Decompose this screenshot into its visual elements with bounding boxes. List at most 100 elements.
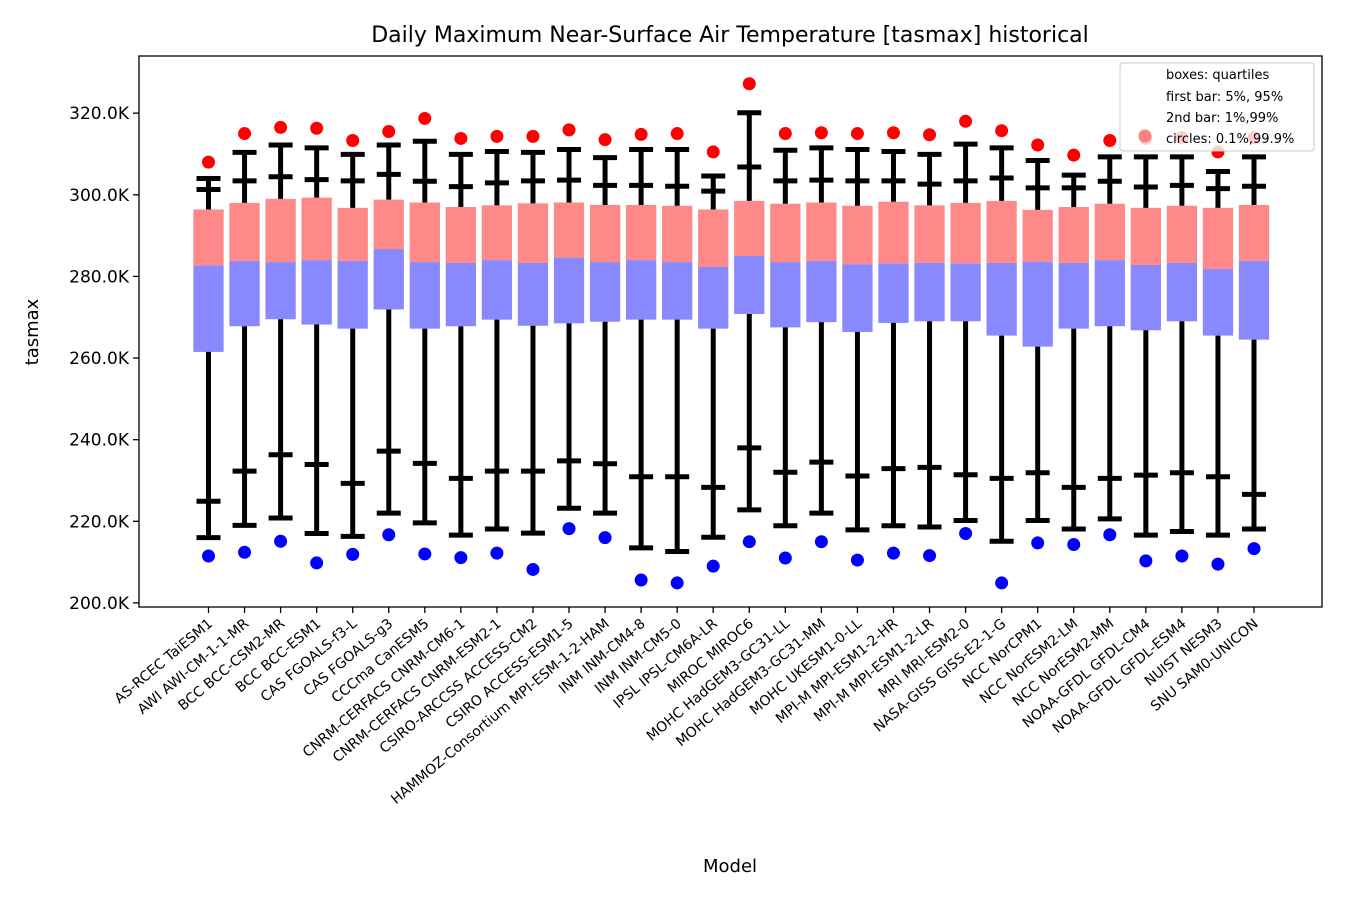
lower-quartile-box <box>1094 260 1125 327</box>
circle-99-9pct <box>274 120 288 134</box>
upper-quartile-box <box>1094 203 1125 261</box>
circle-99-9pct <box>202 155 215 169</box>
circle-99-9pct <box>382 125 396 139</box>
circle-0-1pct <box>562 522 576 536</box>
circle-0-1pct <box>995 576 1009 590</box>
model-group <box>1094 133 1125 542</box>
circle-99-9pct <box>742 77 756 91</box>
model-group <box>481 129 513 560</box>
circle-0-1pct <box>706 559 720 573</box>
model-group <box>337 133 368 561</box>
circle-99-9pct <box>959 114 973 128</box>
lower-quartile-box <box>301 260 332 325</box>
lower-quartile-box <box>662 262 693 320</box>
upper-quartile-box <box>662 205 693 263</box>
model-group <box>625 127 657 587</box>
upper-quartile-box <box>1166 205 1198 263</box>
upper-quartile-box <box>265 198 296 263</box>
upper-quartile-box <box>698 209 729 268</box>
circle-0-1pct <box>598 531 612 545</box>
lower-quartile-box <box>914 262 945 322</box>
y-tick-label: 300.0K <box>69 186 130 206</box>
model-group <box>589 133 621 545</box>
circle-0-1pct <box>634 573 648 587</box>
circle-0-1pct <box>1211 557 1225 571</box>
upper-quartile-box <box>553 202 585 258</box>
lower-quartile-box <box>1130 264 1161 331</box>
legend-frame <box>1119 62 1315 152</box>
model-group <box>1022 138 1053 550</box>
circle-0-1pct <box>346 547 360 561</box>
y-tick-label: 260.0K <box>69 349 130 369</box>
model-group <box>193 155 224 563</box>
lower-quartile-box <box>229 260 260 327</box>
circle-99-9pct <box>814 126 828 140</box>
lower-quartile-box <box>950 263 981 322</box>
model-group <box>301 121 332 570</box>
lower-quartile-box <box>445 262 477 327</box>
model-group <box>662 127 693 590</box>
circle-99-9pct <box>706 145 720 159</box>
circle-99-9pct <box>1103 133 1117 147</box>
y-tick-label: 280.0K <box>69 267 130 287</box>
y-tick-label: 320.0K <box>69 104 130 124</box>
lower-quartile-box <box>1058 262 1089 329</box>
y-tick-label: 220.0K <box>69 512 130 532</box>
upper-quartile-box <box>625 204 657 261</box>
circle-99-9pct <box>418 111 432 125</box>
legend-entry-quartiles: boxes: quartiles <box>1166 68 1270 83</box>
upper-quartile-box <box>1202 207 1234 270</box>
circle-0-1pct <box>1247 542 1261 556</box>
model-group <box>229 127 260 559</box>
circle-99-9pct <box>454 131 468 145</box>
circle-99-9pct <box>634 127 648 141</box>
circle-0-1pct <box>202 549 215 563</box>
lower-quartile-box <box>193 265 224 352</box>
upper-quartile-box <box>1022 209 1053 262</box>
legend: boxes: quartiles first bar: 5%, 95% 2nd … <box>1119 62 1315 152</box>
model-group <box>986 124 1017 590</box>
circle-0-1pct <box>742 535 756 549</box>
circle-0-1pct <box>454 551 468 565</box>
upper-quartile-box <box>481 205 513 261</box>
upper-quartile-box <box>914 205 945 263</box>
model-group <box>770 127 801 565</box>
lower-quartile-box <box>878 263 909 323</box>
legend-circle-marker <box>1138 129 1152 143</box>
circle-99-9pct <box>778 127 792 141</box>
plot-frame <box>138 55 1323 608</box>
y-axis: 200.0K 220.0K 240.0K 260.0K 280.0K 300.0K 320.… <box>69 104 139 614</box>
lower-quartile-box <box>734 255 765 314</box>
circle-99-9pct <box>310 121 324 135</box>
circle-99-9pct <box>1067 148 1081 162</box>
lower-quartile-box <box>1202 269 1234 336</box>
upper-quartile-box <box>409 202 440 263</box>
model-group <box>373 125 404 542</box>
legend-entry-circles: circles: 0.1%,99.9% <box>1166 132 1294 147</box>
upper-quartile-box <box>373 199 404 250</box>
model-group <box>734 77 765 549</box>
lower-quartile-box <box>698 267 729 329</box>
circle-0-1pct <box>886 546 900 560</box>
upper-quartile-box <box>445 207 477 263</box>
upper-quartile-box <box>193 209 224 266</box>
circle-99-9pct <box>850 127 864 141</box>
upper-quartile-box <box>517 203 549 263</box>
lower-quartile-box <box>373 249 404 310</box>
circle-99-9pct <box>346 133 360 147</box>
circle-0-1pct <box>1175 549 1189 563</box>
model-group <box>1202 145 1234 571</box>
circle-0-1pct <box>923 549 937 563</box>
model-group <box>950 114 981 541</box>
circle-99-9pct <box>886 126 900 140</box>
circle-99-9pct <box>670 127 684 141</box>
lower-quartile-box <box>589 262 621 322</box>
lower-quartile-box <box>337 260 368 329</box>
lower-quartile-box <box>1022 261 1053 347</box>
circle-99-9pct <box>598 133 612 147</box>
model-group <box>1058 148 1089 552</box>
model-group <box>806 126 837 549</box>
x-axis-label: Model <box>703 856 757 877</box>
lower-quartile-box <box>553 257 585 324</box>
circle-0-1pct <box>959 527 973 541</box>
